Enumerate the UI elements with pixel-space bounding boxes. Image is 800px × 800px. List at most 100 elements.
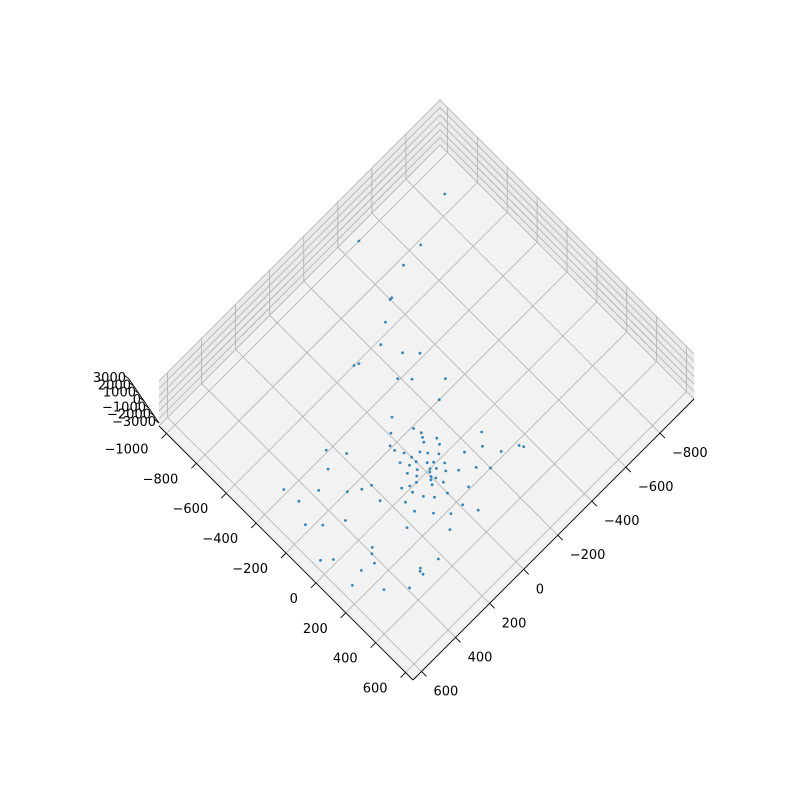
grid-line-y xyxy=(371,212,627,468)
data-point xyxy=(435,467,438,470)
grid-line-y xyxy=(269,315,524,570)
data-point xyxy=(402,263,405,267)
data-point xyxy=(389,431,393,435)
data-point xyxy=(522,445,526,449)
data-point xyxy=(429,478,433,482)
data-point xyxy=(326,467,330,471)
data-point xyxy=(422,440,426,444)
grid-line-z xyxy=(158,144,695,427)
tick-labels: −1000−800−600−400−2000200400600−800−600−… xyxy=(93,371,708,699)
x-tick-label: −1000 xyxy=(104,442,148,457)
x-tick xyxy=(220,492,227,499)
data-point xyxy=(437,452,441,456)
grid-line-z xyxy=(158,114,695,397)
data-point xyxy=(432,460,435,464)
data-point xyxy=(411,490,414,494)
z-tick xyxy=(138,396,145,402)
data-point xyxy=(379,343,383,347)
data-point xyxy=(370,483,373,487)
data-point xyxy=(437,557,440,561)
data-point xyxy=(370,546,374,549)
x-tick xyxy=(191,463,197,469)
data-point xyxy=(390,415,394,419)
data-point xyxy=(378,499,382,503)
data-point xyxy=(415,481,418,484)
data-point xyxy=(393,449,396,452)
data-point xyxy=(437,398,441,402)
data-point xyxy=(412,427,415,430)
x-tick-label: −400 xyxy=(202,532,238,547)
data-point xyxy=(433,495,436,499)
z-tick-label: 1000 xyxy=(103,386,136,401)
data-point xyxy=(467,485,470,489)
y-tick-label: −600 xyxy=(638,480,674,495)
x-tick-label: −800 xyxy=(143,472,179,487)
y-tick-label: −800 xyxy=(672,446,708,461)
data-point xyxy=(357,239,361,243)
z-tick xyxy=(128,381,135,387)
data-point xyxy=(428,470,432,474)
data-point xyxy=(489,466,492,470)
data-point xyxy=(419,431,423,435)
data-point xyxy=(442,480,445,484)
data-point xyxy=(398,461,402,465)
data-point xyxy=(408,463,411,467)
grid-line-z xyxy=(158,121,695,404)
tick-marks xyxy=(123,374,666,678)
y-tick xyxy=(523,568,530,575)
data-point xyxy=(373,561,376,565)
data-point xyxy=(446,491,449,495)
grid-line-x xyxy=(225,211,508,494)
data-point xyxy=(481,444,484,448)
x-tick-label: 0 xyxy=(290,592,298,607)
y-tick xyxy=(421,671,427,677)
data-point xyxy=(480,430,484,434)
grid-line-y xyxy=(405,178,661,434)
x-tick xyxy=(161,433,167,439)
x-tick xyxy=(250,522,257,529)
z-tick xyxy=(143,403,150,409)
data-point xyxy=(418,569,422,573)
data-point xyxy=(421,572,425,576)
grid-line-y xyxy=(303,280,559,536)
grid-line-x xyxy=(405,391,687,673)
data-point xyxy=(324,448,328,452)
data-point xyxy=(444,377,447,380)
x-tick-label: −600 xyxy=(173,502,209,517)
data-point xyxy=(434,476,438,480)
y-tick-label: 0 xyxy=(536,582,544,597)
y-tick xyxy=(591,500,598,507)
data-point xyxy=(321,523,325,527)
y-tick-label: 600 xyxy=(434,684,459,699)
data-point xyxy=(435,436,439,440)
x-tick xyxy=(370,642,376,648)
z-tick-label: 2000 xyxy=(98,378,131,393)
data-point xyxy=(359,569,363,572)
grid-line-z xyxy=(158,99,695,382)
data-point xyxy=(463,450,466,454)
data-point xyxy=(388,298,392,301)
grid-line-x xyxy=(315,301,598,584)
data-point xyxy=(344,519,347,522)
z-tick-label: 3000 xyxy=(93,371,126,386)
data-point xyxy=(297,499,301,503)
data-point xyxy=(410,455,413,459)
data-point xyxy=(448,528,452,531)
x-tick-label: 200 xyxy=(303,622,328,637)
data-point xyxy=(418,566,422,570)
data-point xyxy=(438,442,441,446)
data-point xyxy=(419,243,423,247)
data-point xyxy=(404,500,407,504)
data-point xyxy=(461,503,464,507)
z-tick xyxy=(133,389,140,395)
z-tick-label: 0 xyxy=(133,393,141,408)
data-point xyxy=(401,351,404,355)
y-tick xyxy=(455,637,461,643)
data-point xyxy=(331,558,335,561)
data-point xyxy=(443,461,447,465)
y-tick-label: −400 xyxy=(604,514,640,529)
data-points xyxy=(282,192,526,591)
data-point xyxy=(499,450,503,453)
data-point xyxy=(444,469,448,473)
axis-pane xyxy=(159,100,694,680)
